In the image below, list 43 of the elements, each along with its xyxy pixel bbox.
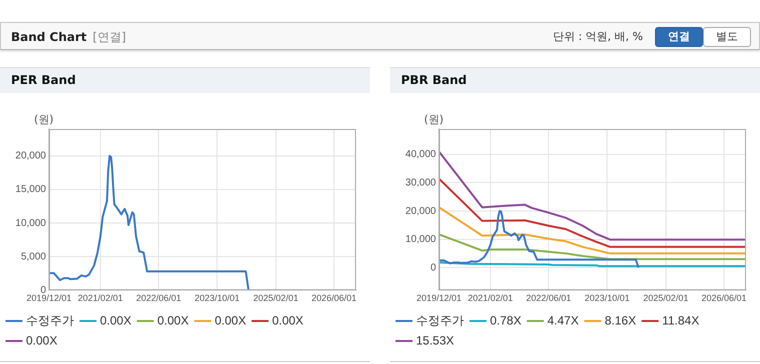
- text: 연결: [655, 27, 703, 47]
- x-tick-label: 2026/06/01: [702, 293, 747, 304]
- legend-label: 4.47X: [547, 313, 579, 328]
- text: [연결]: [92, 30, 126, 44]
- x-tick-label: 2023/10/01: [584, 293, 630, 304]
- y-tick-label: 10,000: [405, 234, 436, 246]
- legend-label: 15.53X: [416, 333, 454, 348]
- y-tick-label: 20,000: [405, 206, 436, 217]
- x-tick-label: 2025/02/01: [253, 293, 298, 304]
- legend-label: 8.16X: [604, 313, 636, 328]
- legend-label: 0.00X: [272, 313, 304, 328]
- text: Band Chart: [11, 30, 87, 44]
- x-tick-label: 2025/02/01: [643, 293, 688, 304]
- x-tick-label: 2026/06/01: [312, 293, 357, 304]
- x-tick-label: 2019/12/01: [416, 293, 462, 304]
- y-tick-label: 40,000: [405, 149, 436, 160]
- x-tick-label: 2019/12/01: [26, 293, 72, 304]
- text: 별도: [703, 27, 751, 47]
- y-tick-label: 20,000: [15, 150, 46, 162]
- y-tick-label: 0: [430, 262, 436, 274]
- text: 단위 : 억원, 배, %: [552, 29, 643, 44]
- y-tick-label: 15,000: [15, 184, 46, 196]
- legend-label: 0.78X: [490, 313, 522, 328]
- y-axis-title: (원): [34, 112, 54, 127]
- legend-label: 0.00X: [26, 333, 58, 348]
- x-tick-label: 2021/02/01: [78, 293, 123, 304]
- x-tick-label: 2022/06/01: [136, 293, 182, 304]
- legend-label: 0.00X: [157, 313, 189, 328]
- chart-title: PER Band: [0, 67, 370, 93]
- legend-label: 수정주가: [26, 313, 74, 328]
- x-tick-label: 2022/06/01: [526, 293, 572, 304]
- legend-label: 0.00X: [214, 313, 246, 328]
- x-tick-label: 2021/02/01: [468, 293, 513, 304]
- legend-label: 11.84X: [662, 313, 700, 328]
- y-tick-label: 5,000: [20, 251, 46, 262]
- y-tick-label: 0: [40, 284, 46, 296]
- y-tick-label: 10,000: [15, 218, 46, 229]
- chart-title: PBR Band: [390, 67, 760, 93]
- y-axis-title: (원): [424, 112, 444, 127]
- legend-label: 수정주가: [416, 313, 464, 328]
- y-tick-label: 30,000: [405, 177, 436, 188]
- x-tick-label: 2023/10/01: [194, 293, 240, 304]
- legend-label: 0.00X: [100, 313, 132, 328]
